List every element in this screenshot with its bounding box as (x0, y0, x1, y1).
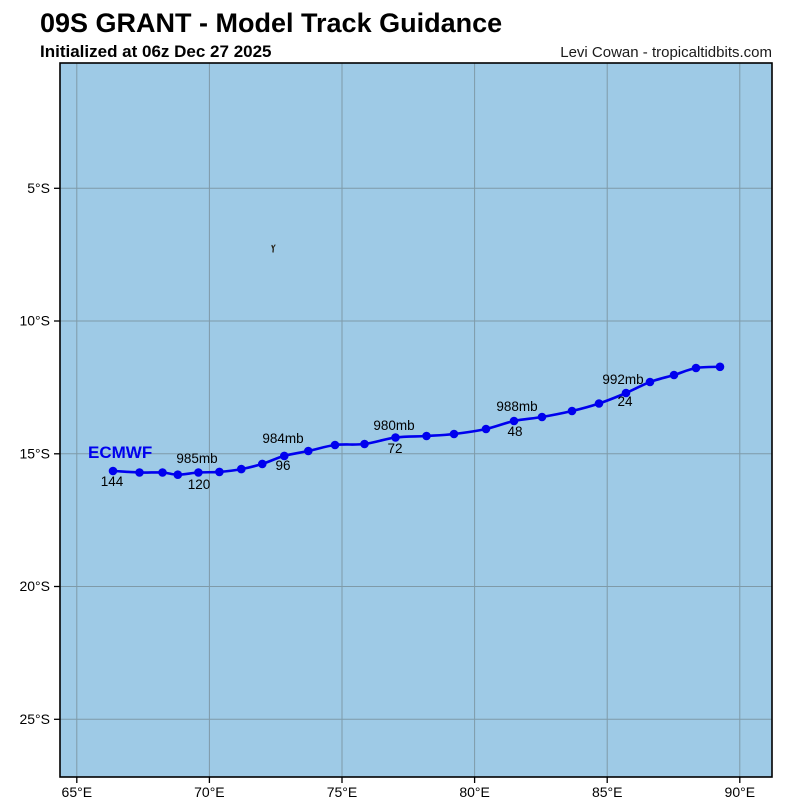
svg-text:48: 48 (507, 424, 522, 439)
svg-text:120: 120 (188, 477, 211, 492)
svg-text:992mb: 992mb (602, 372, 643, 387)
svg-text:72: 72 (387, 441, 402, 456)
svg-text:985mb: 985mb (176, 451, 217, 466)
svg-text:96: 96 (275, 458, 290, 473)
svg-text:144: 144 (101, 474, 124, 489)
svg-text:75°E: 75°E (327, 784, 358, 800)
svg-text:5°S: 5°S (27, 180, 50, 196)
svg-text:80°E: 80°E (459, 784, 490, 800)
svg-text:25°S: 25°S (19, 711, 50, 727)
svg-text:980mb: 980mb (373, 418, 414, 433)
svg-text:85°E: 85°E (592, 784, 623, 800)
svg-text:10°S: 10°S (19, 313, 50, 329)
svg-text:ECMWF: ECMWF (88, 443, 152, 462)
svg-text:984mb: 984mb (262, 431, 303, 446)
svg-text:20°S: 20°S (19, 578, 50, 594)
svg-text:15°S: 15°S (19, 445, 50, 461)
svg-text:65°E: 65°E (62, 784, 93, 800)
svg-text:24: 24 (617, 394, 633, 409)
svg-text:988mb: 988mb (496, 399, 537, 414)
svg-text:90°E: 90°E (725, 784, 756, 800)
svg-text:70°E: 70°E (194, 784, 225, 800)
